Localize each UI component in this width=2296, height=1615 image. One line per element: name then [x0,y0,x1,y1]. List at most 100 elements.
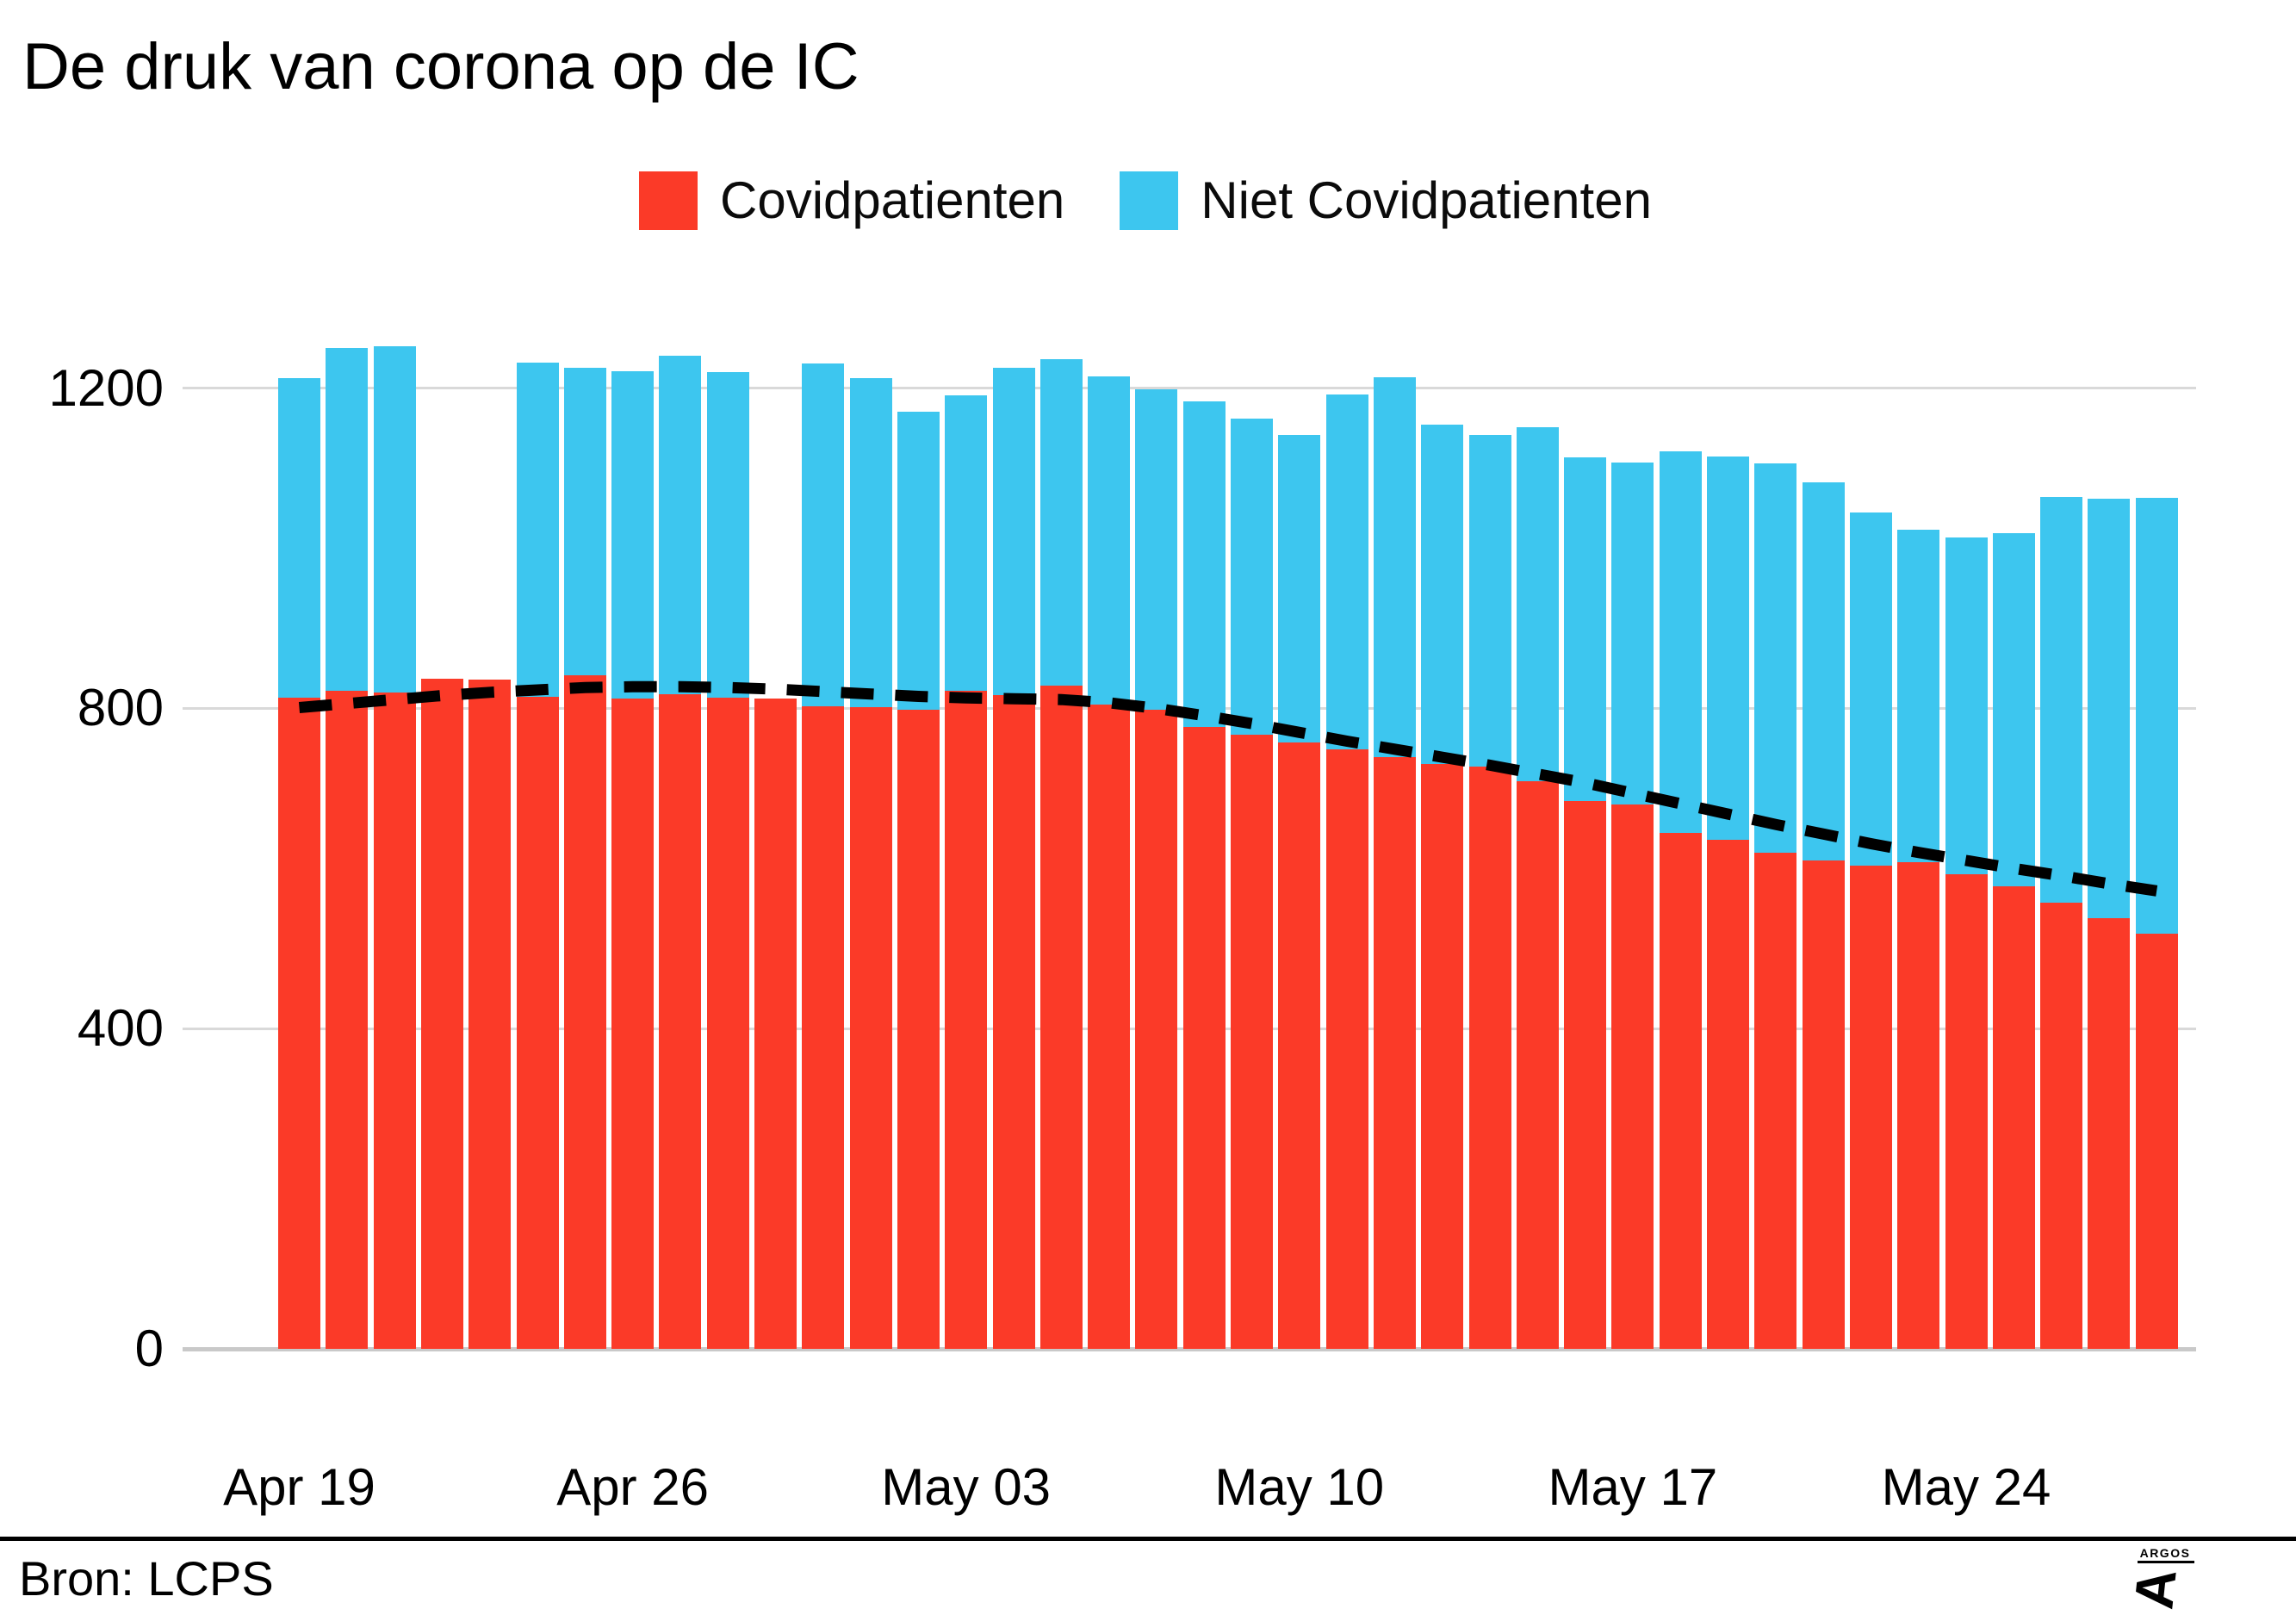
bar-noncovid [1088,376,1131,705]
bar-noncovid [1897,530,1940,862]
bar-covid [1373,757,1416,1349]
bar-noncovid [1325,394,1368,749]
bar-noncovid [1802,482,1845,860]
bar-covid [1468,767,1511,1349]
bar-covid [1182,726,1226,1349]
bar-covid [611,699,655,1349]
source-label: Bron: LCPS [19,1551,274,1606]
bar-covid [945,690,988,1349]
bar-covid [1945,873,1988,1349]
legend-label-covid: Covidpatienten [720,171,1065,229]
bar-covid [373,692,416,1349]
footer-divider [0,1537,2296,1541]
bar-covid [1611,804,1654,1349]
bar-covid [326,690,369,1349]
bar-noncovid [992,368,1035,695]
bar-noncovid [2135,497,2178,934]
gridline [183,387,2196,390]
x-axis-label: Apr 19 [223,1458,375,1516]
bar-noncovid [2040,497,2083,904]
bar-covid [469,679,512,1349]
legend-label-non-covid: Niet Covidpatienten [1201,171,1652,229]
bar-noncovid [1516,427,1559,781]
bar-noncovid [1707,456,1749,840]
legend-item-non-covid: Niet Covidpatienten [1120,171,1652,230]
bar-noncovid [1278,435,1321,743]
bar-noncovid [1135,388,1178,711]
bar-covid [1278,742,1321,1349]
bar-covid [1802,860,1845,1349]
bar-noncovid [1231,418,1273,736]
y-axis-label: 800 [77,679,164,737]
bar-noncovid [326,348,369,691]
bar-noncovid [945,394,988,691]
legend-swatch-covid [639,171,698,230]
bar-covid [1564,801,1607,1349]
bar-noncovid [611,371,655,699]
bar-covid [1992,885,2035,1349]
bar-covid [1088,704,1131,1349]
bar-noncovid [1754,463,1797,853]
y-axis-label: 1200 [48,358,164,417]
bar-noncovid [2088,498,2131,918]
bar-covid [2040,903,2083,1349]
bar-noncovid [659,356,702,694]
bar-covid [1897,861,1940,1349]
bar-covid [563,675,606,1349]
legend-item-covid: Covidpatienten [639,171,1064,230]
bar-noncovid [1849,512,1892,866]
bar-covid [849,706,892,1349]
bar-covid [2088,917,2131,1349]
bar-noncovid [1182,401,1226,727]
argos-logo-text: ARGOS [2140,1546,2191,1560]
bar-noncovid [802,363,845,706]
x-axis-label: Apr 26 [556,1458,709,1516]
y-axis-label: 0 [134,1320,164,1377]
bar-covid [420,679,463,1349]
bar-covid [802,705,845,1349]
argos-logo: ARGOS A [2122,1546,2194,1612]
bar-noncovid [1564,457,1607,802]
bar-covid [1325,748,1368,1349]
bar-covid [659,693,702,1349]
bar-covid [1659,833,1702,1349]
bar-covid [1849,865,1892,1349]
bar-noncovid [278,378,320,699]
chart-title: De druk van corona op de IC [22,30,859,103]
bar-covid [1421,763,1464,1349]
chart-legend: Covidpatienten Niet Covidpatienten [639,171,1652,230]
bar-noncovid [1468,435,1511,767]
bar-noncovid [1659,451,1702,834]
bar-covid [278,698,320,1349]
bar-noncovid [849,377,892,707]
bar-covid [1231,735,1273,1349]
bar-noncovid [1945,537,1988,874]
bar-covid [1754,852,1797,1349]
bar-noncovid [706,372,749,699]
bar-covid [754,699,797,1349]
bar-noncovid [1373,376,1416,758]
bar-covid [706,698,749,1349]
bar-covid [1707,839,1749,1349]
bar-noncovid [563,368,606,676]
bar-noncovid [516,362,559,698]
x-axis-label: May 03 [881,1458,1052,1516]
bar-noncovid [1421,425,1464,764]
bar-covid [1039,686,1083,1349]
y-axis-label: 400 [77,999,164,1058]
bar-covid [992,694,1035,1349]
axis-baseline [183,1346,2196,1351]
x-axis-label: May 10 [1214,1458,1385,1516]
x-axis-label: May 24 [1881,1458,2051,1516]
bar-noncovid [1611,463,1654,804]
bar-noncovid [1039,359,1083,686]
bar-covid [2135,933,2178,1349]
legend-swatch-non-covid [1120,171,1179,230]
bar-covid [1516,780,1559,1349]
x-axis-label: May 17 [1548,1458,1718,1516]
bar-noncovid [373,346,416,693]
bar-covid [1135,710,1178,1349]
bar-covid [897,710,940,1349]
